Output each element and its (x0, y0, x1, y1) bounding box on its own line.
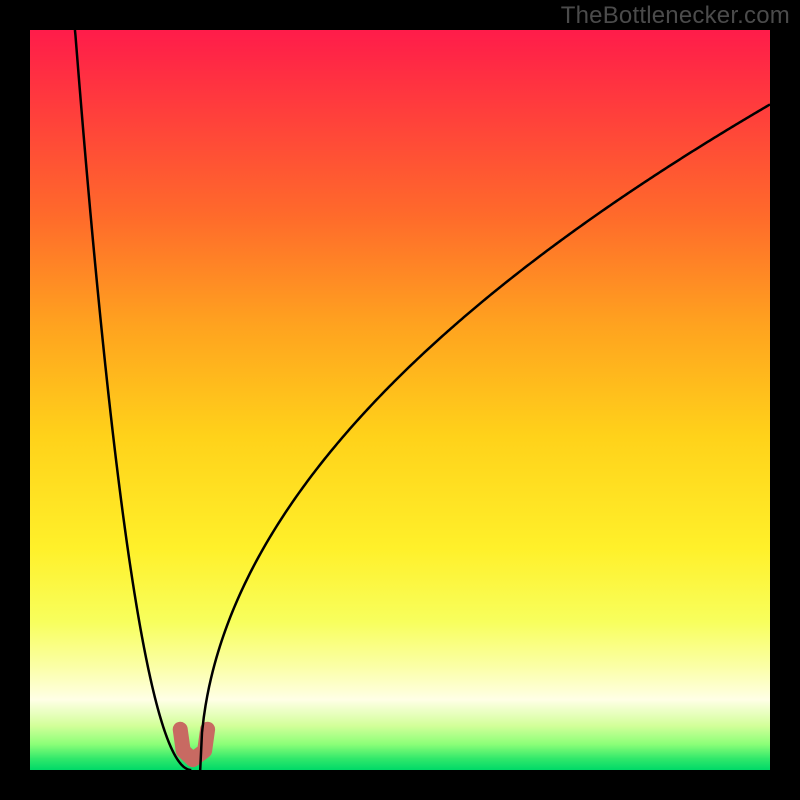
curve-left (74, 30, 191, 770)
plot-area (30, 30, 770, 770)
watermark-text: TheBottlenecker.com (561, 2, 790, 30)
valley-marker (180, 729, 207, 759)
curve-right (200, 104, 770, 770)
curves-svg (30, 30, 770, 770)
